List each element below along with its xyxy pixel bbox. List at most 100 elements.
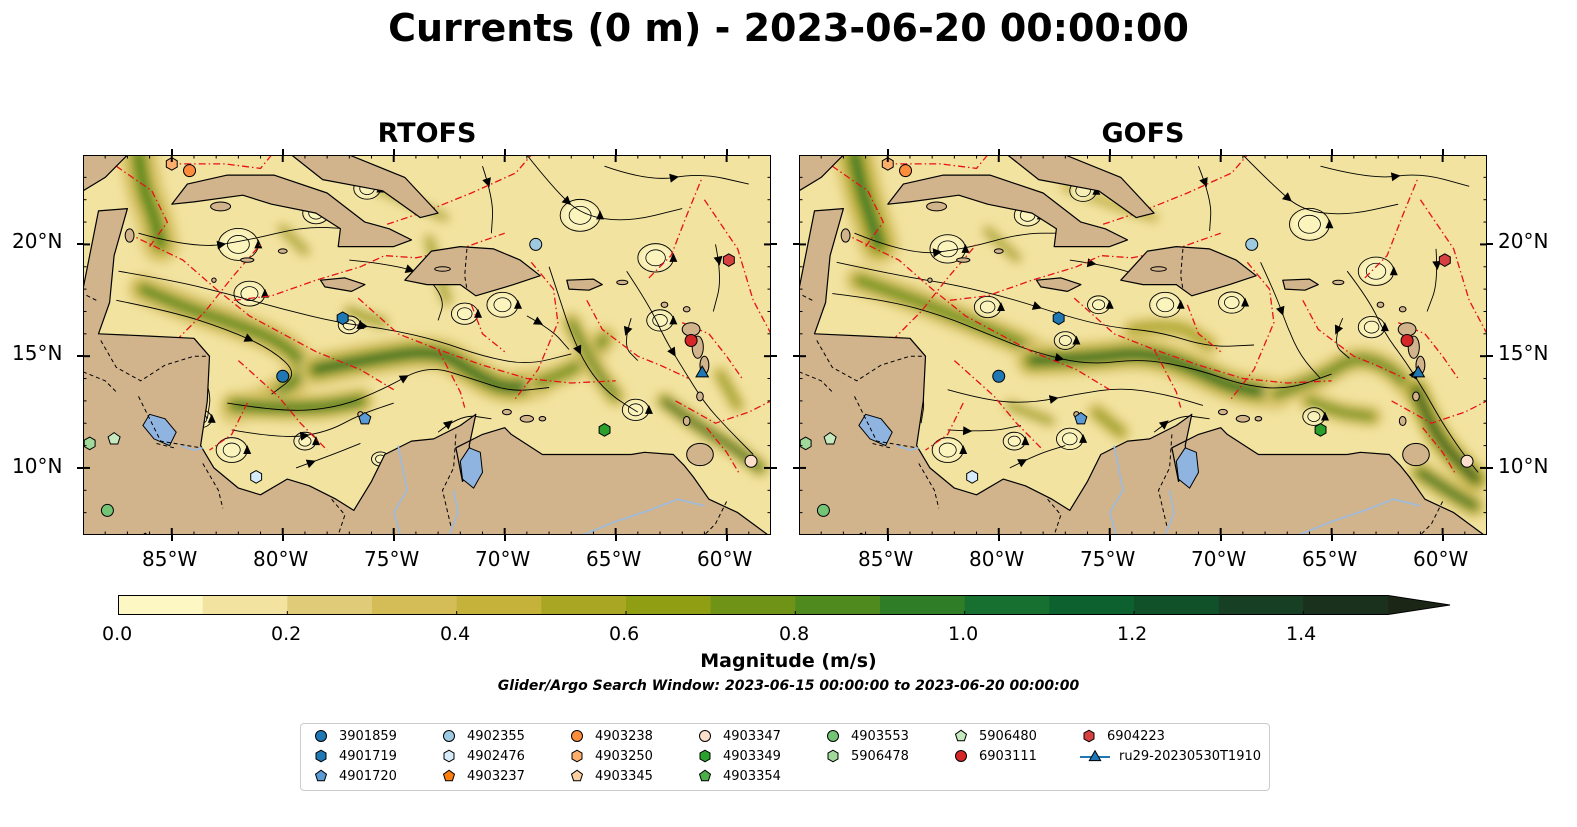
- slow-eddy-core: [1219, 292, 1244, 313]
- legend-label: 4903349: [723, 748, 781, 764]
- outer-tick: [1441, 149, 1444, 155]
- colorbar-segment: [880, 595, 966, 615]
- island: [686, 442, 714, 467]
- legend-marker-4903349: [699, 749, 711, 763]
- legend-item: 4901719: [311, 746, 397, 766]
- eez-boundary: [386, 155, 532, 225]
- streamline-arrow: [442, 420, 453, 430]
- streamline-arrow: [1389, 266, 1398, 276]
- streamline-arrow: [623, 325, 633, 336]
- eez-boundary: [648, 177, 703, 279]
- country-border: [1180, 248, 1184, 290]
- legend-label: 4903250: [595, 748, 653, 764]
- jet-band: [662, 399, 762, 470]
- colorbar-tick-7: 1.4: [1286, 623, 1317, 645]
- island: [993, 248, 1004, 254]
- map-panel-rtofs: [83, 155, 771, 535]
- streamline: [626, 318, 639, 361]
- float-marker-4903347: [1460, 454, 1474, 468]
- streamline: [626, 270, 754, 455]
- eez-boundary: [1186, 304, 1222, 353]
- streamline: [1242, 155, 1399, 215]
- lat-label-right-20: 20°N: [1498, 229, 1549, 253]
- island: [1398, 416, 1407, 426]
- outer-tick: [793, 355, 799, 358]
- legend-marker-5906480: [954, 729, 968, 742]
- legend-label: 4901720: [339, 768, 397, 784]
- land-mass: [1007, 155, 1155, 219]
- legend-marker: [827, 730, 839, 742]
- slow-eddy-core: [1004, 432, 1025, 450]
- legend-item: 4903354: [695, 766, 781, 786]
- island: [240, 257, 255, 263]
- land-mass: [799, 208, 1487, 535]
- eez-boundary: [703, 199, 771, 335]
- streamline-arrow: [959, 445, 968, 455]
- slow-eddy-core: [1291, 209, 1328, 240]
- slow-eddy-core: [1359, 317, 1384, 338]
- jet-band: [1094, 410, 1123, 434]
- streamline: [482, 166, 494, 234]
- island: [124, 228, 135, 243]
- outer-tick: [77, 355, 83, 358]
- lat-label-left-20: 20°N: [12, 229, 63, 253]
- current-speed-field: [833, 155, 1487, 519]
- legend-marker-4901719: [315, 749, 327, 763]
- streamline-arrow: [482, 177, 491, 188]
- lake: [1175, 447, 1200, 489]
- map-panel-gofs: [799, 155, 1487, 535]
- country-border: [83, 293, 97, 301]
- streamline-arrow: [1241, 297, 1250, 307]
- jet-band: [1307, 399, 1374, 419]
- streamline-arrow: [669, 173, 679, 183]
- streamline-arrow: [1021, 436, 1030, 446]
- outer-tick: [77, 243, 83, 246]
- float-marker-4903553: [816, 503, 830, 517]
- eddy-streamline: [1156, 297, 1175, 313]
- figure-title: Currents (0 m) - 2023-06-20 00:00:00: [388, 6, 1189, 50]
- legend-marker: [954, 729, 968, 742]
- legend-marker: [699, 730, 711, 742]
- lat-label-right-10: 10°N: [1498, 454, 1549, 478]
- eez-boundary: [127, 232, 395, 391]
- eez-boundary: [437, 349, 466, 408]
- slow-eddy-core: [1303, 408, 1324, 425]
- streamline: [138, 226, 350, 246]
- eddy-streamline: [240, 286, 259, 301]
- outer-tick: [997, 535, 1000, 541]
- legend-marker: [699, 749, 711, 763]
- search-window-subtitle: Glider/Argo Search Window: 2023-06-15 00…: [497, 678, 1080, 694]
- country-border: [441, 434, 457, 529]
- streamline: [526, 155, 683, 221]
- eez-boundary: [1073, 297, 1332, 384]
- legend-marker-4903238: [571, 730, 583, 742]
- eddy-streamline: [568, 205, 592, 225]
- legend-marker: [571, 730, 583, 742]
- colorbar-segment: [1303, 595, 1389, 615]
- island: [682, 416, 691, 426]
- legend-item: 4903238: [567, 726, 653, 746]
- streamline-arrow: [260, 288, 269, 298]
- legend-marker-4903345: [570, 769, 584, 782]
- float-marker-3901859: [992, 369, 1006, 383]
- streamline-arrow: [207, 413, 216, 423]
- outer-tick: [793, 466, 799, 469]
- eddy-streamline: [226, 235, 250, 254]
- outer-tick: [392, 535, 395, 541]
- island: [682, 306, 691, 313]
- island: [1217, 408, 1228, 416]
- jet-band: [856, 278, 1046, 359]
- lon-label-rtofs-65: 65°W: [586, 547, 642, 571]
- streamline: [1009, 445, 1066, 469]
- colorbar-segment: [541, 595, 627, 615]
- eddy-streamline: [298, 435, 312, 447]
- eddy-streamline: [1062, 432, 1078, 446]
- slow-eddy-core: [220, 229, 257, 260]
- streamline: [526, 315, 570, 350]
- colorbar-segment: [795, 595, 881, 615]
- float-marker-4902476: [250, 470, 263, 484]
- colorbar-tick-2: 0.4: [440, 623, 471, 645]
- slow-eddy-core: [1055, 332, 1076, 349]
- island: [840, 228, 851, 243]
- float-marker-4901720: [1074, 411, 1088, 425]
